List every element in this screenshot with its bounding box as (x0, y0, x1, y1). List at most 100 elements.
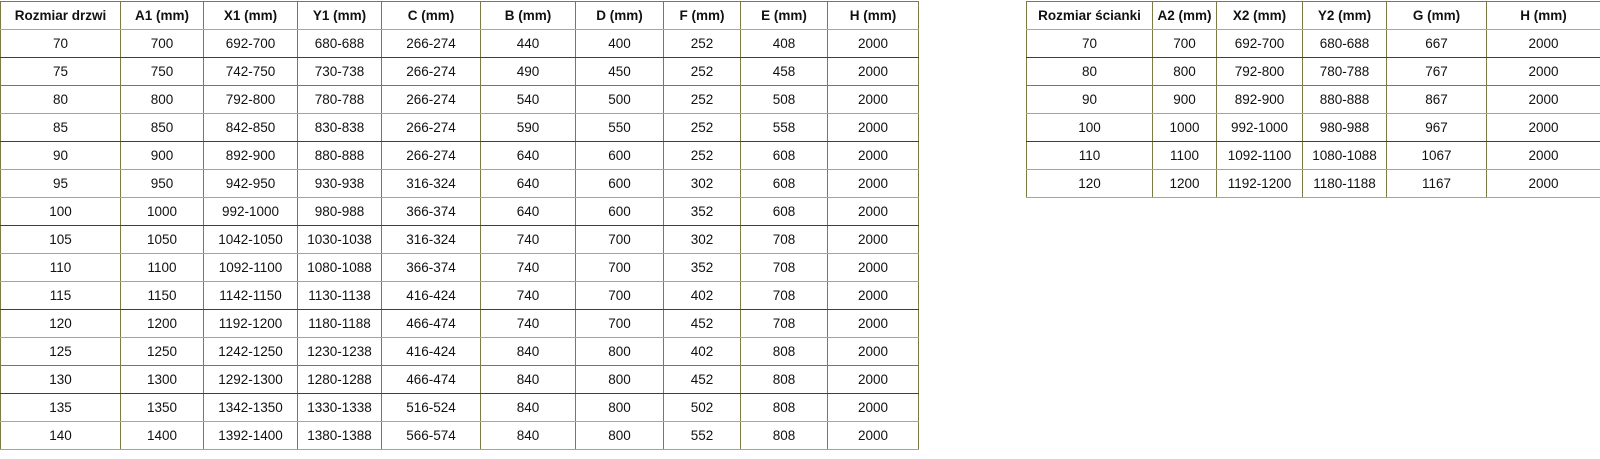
wall-column-header: Rozmiar ścianki (1026, 1, 1153, 30)
door-table-row: 85 850 842-850 830-838 266-274 590 550 252 558 20… (0, 113, 919, 142)
door-value-cell: 302 (663, 169, 741, 198)
door-table-row: 80 800 792-800 780-788 266-274 540 500 252 508 20… (0, 85, 919, 114)
wall-table-row: 110 1100 1092-1100 1080-1088 1067 2000 (1026, 141, 1600, 170)
door-value-cell: 316-324 (381, 169, 481, 198)
door-size-cell: 135 (0, 393, 121, 422)
door-value-cell: 552 (663, 421, 741, 450)
door-value-cell: 452 (663, 309, 741, 338)
door-value-cell: 500 (575, 85, 664, 114)
door-size-cell: 125 (0, 337, 121, 366)
wall-column-header: G (mm) (1386, 1, 1487, 30)
door-size-cell: 140 (0, 421, 121, 450)
door-table-row: 125 1250 1242-1250 1230-1238 416-424 840 800 40… (0, 337, 919, 366)
wall-value-cell: 700 (1152, 29, 1217, 58)
door-size-cell: 80 (0, 85, 121, 114)
wall-value-cell: 980-988 (1302, 113, 1387, 142)
door-value-cell: 980-988 (297, 197, 382, 226)
wall-value-cell: 767 (1386, 57, 1487, 86)
wall-value-cell: 2000 (1486, 57, 1600, 86)
door-value-cell: 730-738 (297, 57, 382, 86)
door-value-cell: 1242-1250 (203, 337, 298, 366)
door-value-cell: 266-274 (381, 141, 481, 170)
wall-table-row: 120 1200 1192-1200 1180-1188 1167 2000 (1026, 169, 1600, 198)
door-value-cell: 692-700 (203, 29, 298, 58)
door-value-cell: 700 (575, 253, 664, 282)
door-value-cell: 516-524 (381, 393, 481, 422)
door-value-cell: 700 (575, 281, 664, 310)
door-value-cell: 416-424 (381, 337, 481, 366)
door-value-cell: 1030-1038 (297, 225, 382, 254)
door-value-cell: 490 (480, 57, 576, 86)
door-value-cell: 452 (663, 365, 741, 394)
door-value-cell: 1050 (120, 225, 204, 254)
wall-value-cell: 800 (1152, 57, 1217, 86)
door-value-cell: 840 (480, 421, 576, 450)
door-value-cell: 2000 (827, 57, 919, 86)
wall-value-cell: 1100 (1152, 141, 1217, 170)
wall-value-cell: 2000 (1486, 169, 1600, 198)
door-value-cell: 840 (480, 365, 576, 394)
wall-dimensions-table: Rozmiar ścianki A2 (mm) X2 (mm) Y2 (mm) G (m… (1026, 1, 1600, 198)
door-value-cell: 700 (575, 309, 664, 338)
door-size-cell: 115 (0, 281, 121, 310)
door-table-row: 115 1150 1142-1150 1130-1138 416-424 740 700 40… (0, 281, 919, 310)
wall-size-cell: 90 (1026, 85, 1153, 114)
wall-value-cell: 1200 (1152, 169, 1217, 198)
door-value-cell: 840 (480, 393, 576, 422)
door-value-cell: 1142-1150 (203, 281, 298, 310)
door-value-cell: 830-838 (297, 113, 382, 142)
door-table-row: 75 750 742-750 730-738 266-274 490 450 252 458 20… (0, 57, 919, 86)
wall-size-cell: 100 (1026, 113, 1153, 142)
door-size-cell: 120 (0, 309, 121, 338)
door-value-cell: 742-750 (203, 57, 298, 86)
door-value-cell: 458 (740, 57, 828, 86)
wall-value-cell: 892-900 (1216, 85, 1303, 114)
door-table-header-row: Rozmiar drzwi A1 (mm) X1 (mm) Y1 (mm) C (mm)… (0, 1, 919, 30)
door-value-cell: 266-274 (381, 29, 481, 58)
door-value-cell: 1230-1238 (297, 337, 382, 366)
door-value-cell: 1192-1200 (203, 309, 298, 338)
door-dimensions-table: Rozmiar drzwi A1 (mm) X1 (mm) Y1 (mm) C (mm)… (0, 1, 919, 450)
wall-value-cell: 792-800 (1216, 57, 1303, 86)
door-value-cell: 808 (740, 365, 828, 394)
door-value-cell: 780-788 (297, 85, 382, 114)
door-value-cell: 1100 (120, 253, 204, 282)
door-value-cell: 1200 (120, 309, 204, 338)
door-value-cell: 402 (663, 281, 741, 310)
door-size-cell: 85 (0, 113, 121, 142)
wall-value-cell: 967 (1386, 113, 1487, 142)
door-value-cell: 2000 (827, 29, 919, 58)
door-value-cell: 1092-1100 (203, 253, 298, 282)
door-value-cell: 540 (480, 85, 576, 114)
door-value-cell: 252 (663, 85, 741, 114)
wall-size-cell: 80 (1026, 57, 1153, 86)
door-value-cell: 640 (480, 169, 576, 198)
door-size-cell: 130 (0, 365, 121, 394)
wall-value-cell: 1180-1188 (1302, 169, 1387, 198)
wall-table-header-row: Rozmiar ścianki A2 (mm) X2 (mm) Y2 (mm) G (m… (1026, 1, 1600, 30)
door-value-cell: 1380-1388 (297, 421, 382, 450)
door-value-cell: 708 (740, 281, 828, 310)
door-table-head: Rozmiar drzwi A1 (mm) X1 (mm) Y1 (mm) C (mm)… (0, 1, 919, 30)
door-value-cell: 808 (740, 337, 828, 366)
door-value-cell: 740 (480, 281, 576, 310)
door-value-cell: 800 (575, 365, 664, 394)
door-value-cell: 400 (575, 29, 664, 58)
door-value-cell: 416-424 (381, 281, 481, 310)
wall-value-cell: 667 (1386, 29, 1487, 58)
door-table-row: 135 1350 1342-1350 1330-1338 516-524 840 800 50… (0, 393, 919, 422)
door-table-row: 105 1050 1042-1050 1030-1038 316-324 740 700 30… (0, 225, 919, 254)
wall-value-cell: 867 (1386, 85, 1487, 114)
door-value-cell: 808 (740, 421, 828, 450)
door-value-cell: 366-374 (381, 197, 481, 226)
wall-column-header: Y2 (mm) (1302, 1, 1387, 30)
wall-size-cell: 70 (1026, 29, 1153, 58)
door-value-cell: 1150 (120, 281, 204, 310)
door-column-header: D (mm) (575, 1, 664, 30)
door-value-cell: 880-888 (297, 141, 382, 170)
door-value-cell: 2000 (827, 253, 919, 282)
door-value-cell: 600 (575, 197, 664, 226)
door-value-cell: 1400 (120, 421, 204, 450)
door-value-cell: 608 (740, 169, 828, 198)
